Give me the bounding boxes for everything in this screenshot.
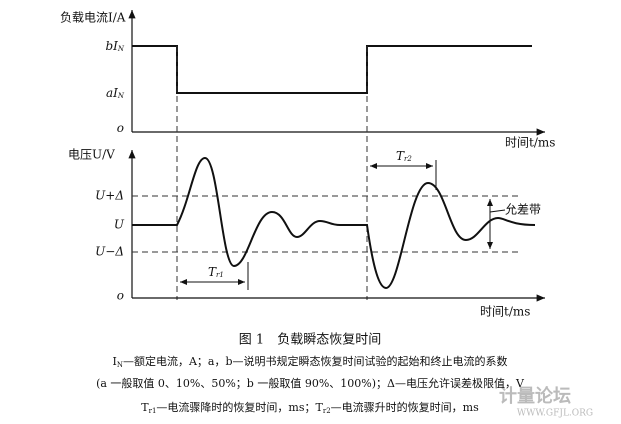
- tick-label: U: [114, 218, 125, 232]
- axis-label: 负载电流I/A: [60, 11, 126, 25]
- watermark-url: WWW.GFJL.ORG: [517, 409, 593, 419]
- axis-label: 时间t/ms: [480, 305, 530, 319]
- current-wave: [132, 45, 532, 94]
- note-part: —额定电流，A；a，b—说明书规定瞬态恢复时间试验的起始和终止电流的系数: [123, 354, 508, 368]
- note-part: r1: [149, 407, 157, 415]
- axis-label: 时间t/ms: [505, 136, 555, 150]
- voltage-wave: [132, 156, 536, 290]
- note-part: r2: [323, 407, 331, 415]
- tick-label: U−Δ: [95, 245, 124, 259]
- note: Tr1—电流骤降时的恢复时间，ms；Tr2—电流骤升时的恢复时间，ms: [141, 400, 479, 415]
- label-main: o: [117, 121, 124, 135]
- label-main: bI: [105, 39, 118, 53]
- tick-label: o: [117, 121, 124, 135]
- label-sub: N: [117, 92, 125, 100]
- label-main: T: [208, 265, 217, 279]
- note-part: T: [141, 401, 149, 414]
- note-part: I: [112, 355, 116, 368]
- tick-label: bIN: [105, 39, 124, 54]
- leader: [489, 209, 506, 213]
- band-label: 允差带: [505, 202, 541, 217]
- tick-label: o: [117, 289, 124, 303]
- watermark: 计量论坛: [499, 385, 571, 407]
- note-part: (a 一般取值 0、10%、50%；b 一般取值 90%、100%)；Δ—电压允…: [96, 376, 525, 390]
- tick-label: Tr1: [208, 265, 224, 280]
- label-sub: r2: [404, 155, 412, 163]
- note-part: —电流骤降时的恢复时间，ms；T: [156, 400, 323, 414]
- note-part: N: [117, 361, 123, 369]
- tick-label: aIN: [106, 86, 125, 101]
- note: (a 一般取值 0、10%、50%；b 一般取值 90%、100%)；Δ—电压允…: [96, 376, 525, 390]
- note-part: —电流骤升时的恢复时间，ms: [331, 400, 479, 414]
- note: IN—额定电流，A；a，b—说明书规定瞬态恢复时间试验的起始和终止电流的系数: [112, 354, 507, 369]
- axis-label: 电压U/V: [68, 148, 115, 162]
- tick-label: U+Δ: [95, 189, 124, 203]
- label-sub: r1: [216, 271, 224, 279]
- label-main: T: [396, 149, 405, 163]
- caption: 图 1 负载瞬态恢复时间: [239, 333, 381, 348]
- label-main: aI: [106, 86, 118, 100]
- tick-label: Tr2: [396, 149, 412, 164]
- label-sub: N: [117, 45, 125, 53]
